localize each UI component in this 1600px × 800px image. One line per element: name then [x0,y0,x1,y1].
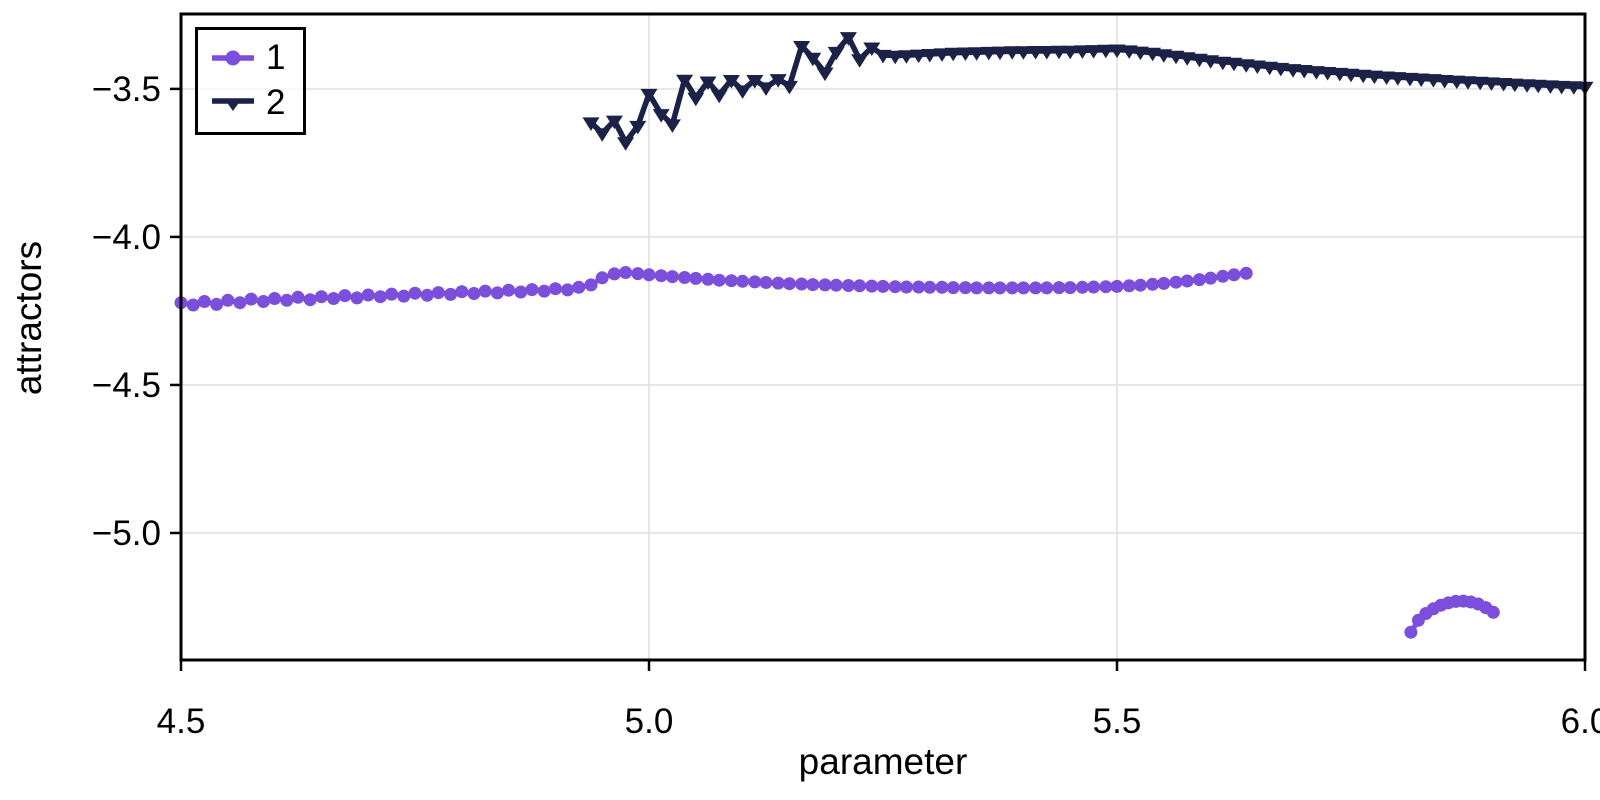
x-tick-label: 6.0 [1561,702,1600,741]
legend-label-series-2: 2 [266,83,286,122]
y-tick-label: −5.0 [92,514,161,553]
x-tick-label: 4.5 [157,702,206,741]
y-tick-label: −4.0 [92,218,161,257]
legend-marker-triangle-down-icon [212,97,254,111]
plot-frame [179,12,1587,662]
legend-marker-circle-icon [212,50,254,65]
y-tick-label: −3.5 [92,70,161,109]
series-1-markers [1404,594,1500,639]
x-tick-label: 5.0 [625,702,674,741]
legend: 1 2 [195,27,307,135]
legend-entry-1: 1 [210,40,285,75]
series-2-markers [582,32,1594,151]
x-tick-label: 5.5 [1093,702,1142,741]
y-axis-label: attractors [8,240,49,396]
y-tick-label: −4.5 [92,366,161,405]
series-1-markers [174,266,1253,312]
legend-label-series-1: 1 [266,38,286,77]
x-axis-label: parameter [798,741,968,782]
legend-entry-2: 2 [210,85,285,120]
